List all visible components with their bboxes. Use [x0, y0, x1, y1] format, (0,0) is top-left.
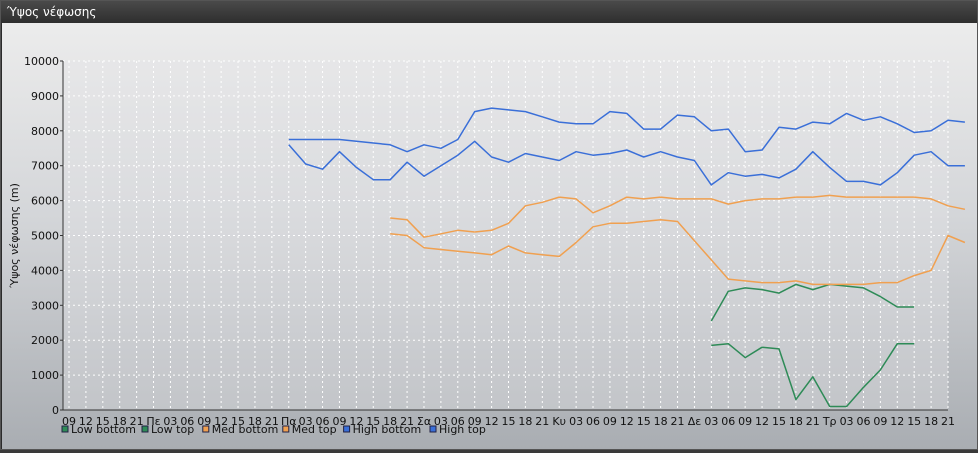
y-tick-label: 8000	[31, 125, 59, 138]
x-tick-label: 15	[907, 415, 921, 428]
legend-item: High top	[439, 423, 486, 436]
y-axis-label: Ύψος νέφωσης (m)	[8, 183, 21, 289]
x-tick-label: 03	[569, 415, 583, 428]
x-tick-label: 21	[265, 415, 279, 428]
x-tick-label: 12	[755, 415, 769, 428]
x-tick-label: 18	[654, 415, 668, 428]
x-tick-label: 12	[620, 415, 634, 428]
legend-item: Low bottom	[71, 423, 136, 436]
x-tick-label: 21	[806, 415, 820, 428]
series-line-med-top	[390, 194, 966, 238]
x-tick-label: Πε	[146, 415, 160, 428]
x-tick-label: 15	[366, 415, 380, 428]
x-tick-label: 06	[856, 415, 870, 428]
legend-swatch	[61, 425, 69, 433]
x-tick-label: 21	[130, 415, 144, 428]
x-tick-label: 03	[704, 415, 718, 428]
legend-item: Med bottom	[212, 423, 279, 436]
cloud-height-chart: 0 1000 2000 3000 4000 5000 6000 7000 8000 9000 100…	[8, 55, 966, 436]
x-tick-label: 15	[502, 415, 516, 428]
chart-area: 0 1000 2000 3000 4000 5000 6000 7000 8000 9000 100…	[2, 23, 977, 449]
y-tick-label: 1000	[31, 369, 59, 382]
legend-swatch	[202, 425, 210, 433]
x-tick-label: 18	[789, 415, 803, 428]
x-tick-label: 12	[79, 415, 93, 428]
series-line-med-bottom	[390, 219, 966, 286]
x-tick-label: 03	[163, 415, 177, 428]
legend-swatch	[282, 425, 290, 433]
series-line-low-top	[710, 283, 915, 322]
plot-background	[63, 61, 948, 410]
legend-swatch	[141, 425, 149, 433]
x-tick-label: 18	[113, 415, 127, 428]
x-tick-label: 06	[586, 415, 600, 428]
x-tick-label: 18	[518, 415, 532, 428]
series-line-high-bottom	[288, 140, 965, 186]
x-tick-label: 06	[316, 415, 330, 428]
x-tick-label: 15	[637, 415, 651, 428]
x-tick-label: 06	[451, 415, 465, 428]
x-tick-label: 09	[603, 415, 617, 428]
legend-swatch	[429, 425, 437, 433]
y-tick-label: 4000	[31, 264, 59, 277]
x-tick-label: 09	[873, 415, 887, 428]
x-tick-label: 18	[248, 415, 262, 428]
y-tick-label: 0	[52, 404, 59, 417]
x-tick-label: 03	[840, 415, 854, 428]
x-tick-label: 18	[924, 415, 938, 428]
y-tick-label: 3000	[31, 299, 59, 312]
x-tick-label: 09	[332, 415, 346, 428]
y-tick-label: 2000	[31, 334, 59, 347]
x-tick-label: 15	[231, 415, 245, 428]
x-tick-label: 15	[96, 415, 110, 428]
x-tick-label: Δε	[688, 415, 702, 428]
x-tick-label: 09	[738, 415, 752, 428]
series-line-low-bottom	[711, 342, 915, 408]
y-tick-label: 10000	[24, 55, 59, 68]
series-line-high-top	[288, 107, 965, 153]
y-tick-label: 7000	[31, 160, 59, 173]
x-tick-label: Σα	[417, 415, 431, 428]
x-tick-label: 06	[180, 415, 194, 428]
x-tick-label: 09	[197, 415, 211, 428]
x-tick-label: 12	[214, 415, 228, 428]
x-tick-label: Κυ	[552, 415, 566, 428]
x-tick-label: 18	[383, 415, 397, 428]
x-tick-label: Πα	[281, 415, 297, 428]
y-tick-label: 5000	[31, 230, 59, 243]
x-tick-label: 21	[941, 415, 955, 428]
x-tick-label: 06	[721, 415, 735, 428]
x-tick-label: 21	[400, 415, 414, 428]
x-tick-label: Τρ	[822, 415, 837, 428]
x-tick-label: 03	[434, 415, 448, 428]
x-tick-label: 21	[535, 415, 549, 428]
legend-item: Med top	[292, 423, 337, 436]
x-tick-label: 12	[349, 415, 363, 428]
x-tick-label: 09	[468, 415, 482, 428]
x-tick-label: 09	[62, 415, 76, 428]
x-tick-label: 03	[299, 415, 313, 428]
x-tick-label: 15	[772, 415, 786, 428]
legend-item: Low top	[151, 423, 194, 436]
x-tick-label: 12	[890, 415, 904, 428]
x-tick-label: 12	[485, 415, 499, 428]
x-tick-label: 21	[671, 415, 685, 428]
legend-swatch	[343, 425, 351, 433]
window-title: Ύψος νέφωσης	[1, 1, 977, 23]
y-tick-label: 6000	[31, 195, 59, 208]
legend-item: High bottom	[353, 423, 422, 436]
y-tick-label: 9000	[31, 90, 59, 103]
